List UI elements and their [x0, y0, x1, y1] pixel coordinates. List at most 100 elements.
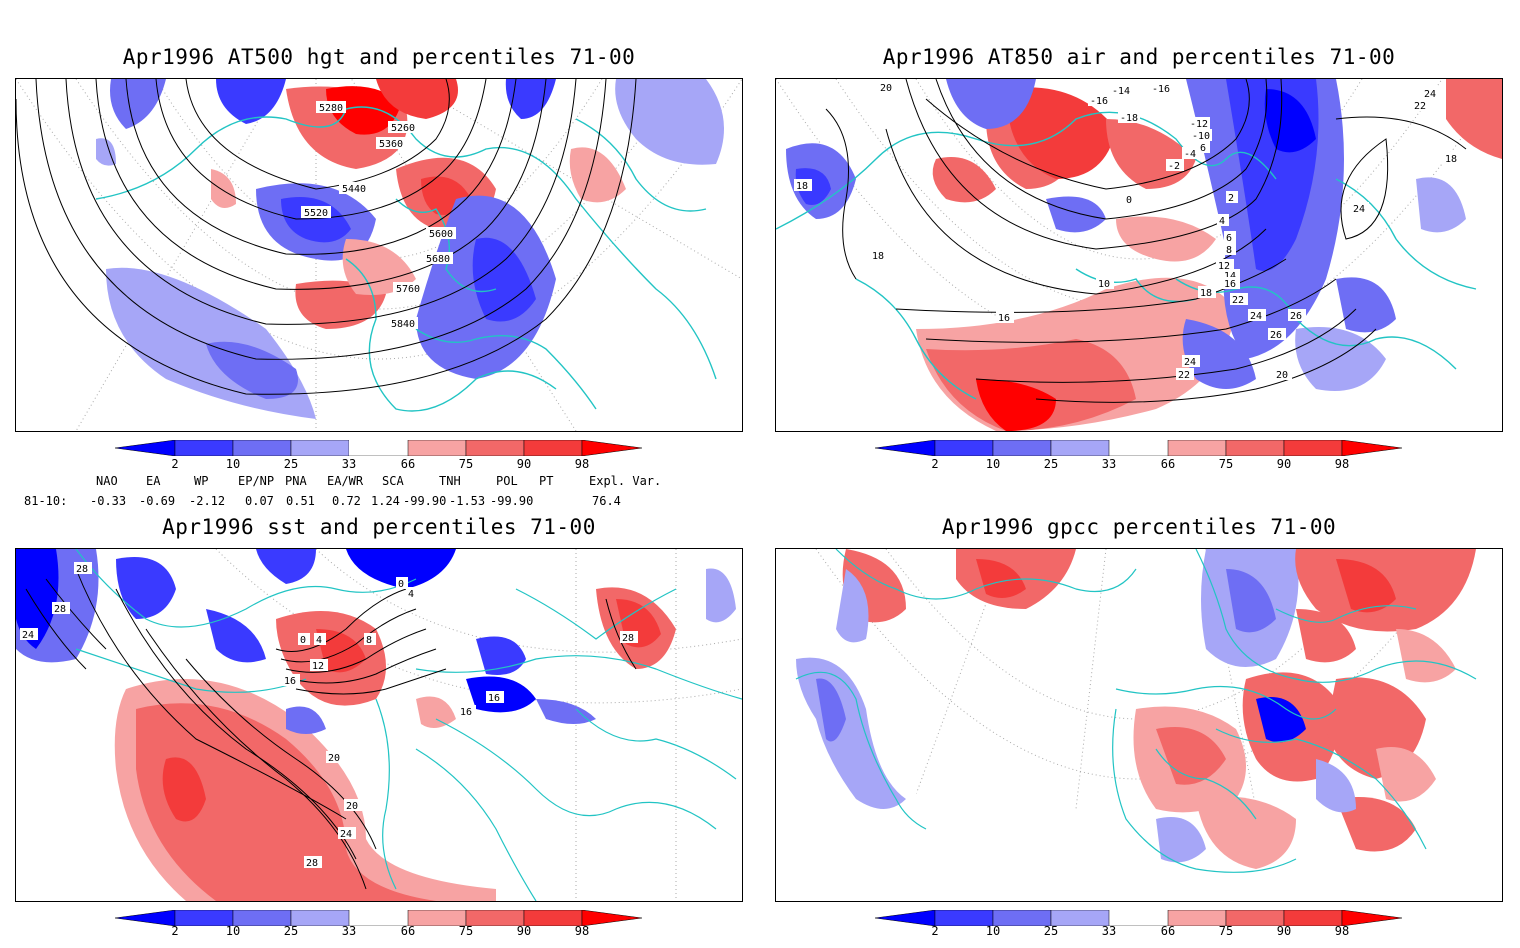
- svg-text:24: 24: [1184, 357, 1196, 368]
- index-header: SCA: [382, 474, 404, 488]
- panel-title-tr: Apr1996 AT850 air and percentiles 71-00: [882, 45, 1396, 69]
- colorbar-label: 75: [458, 924, 474, 938]
- svg-text:24: 24: [340, 829, 352, 840]
- colorbar-label: 66: [400, 924, 416, 938]
- index-value: 76.4: [592, 494, 621, 508]
- contour-labels: 20 -16 -14 -16 -18 -12 -10 -6 -4 -2 0 2 …: [794, 81, 1461, 381]
- svg-text:16: 16: [998, 313, 1010, 324]
- map-panel-sst: 28 28 24 0 4 8 12 16 20 20 24 28 4 0 16 …: [15, 548, 743, 902]
- map-panel-gpcc: [775, 548, 1503, 902]
- sst-contours: [25, 568, 637, 890]
- map-panel-air850: 20 -16 -14 -16 -18 -12 -10 -6 -4 -2 0 2 …: [775, 78, 1503, 432]
- svg-text:-6: -6: [1194, 143, 1206, 154]
- svg-text:0: 0: [300, 635, 306, 646]
- precip-percentile-shading: [796, 549, 1476, 869]
- svg-text:16: 16: [488, 693, 500, 704]
- panel-title-br: Apr1996 gpcc percentiles 71-00: [941, 515, 1337, 539]
- svg-text:2: 2: [1228, 193, 1234, 204]
- svg-text:-10: -10: [1192, 131, 1210, 142]
- colorbar-label: 10: [225, 457, 241, 471]
- svg-text:26: 26: [1270, 330, 1282, 341]
- svg-text:20: 20: [1276, 370, 1288, 381]
- svg-text:22: 22: [1232, 295, 1244, 306]
- svg-text:4: 4: [316, 635, 322, 646]
- index-header: PT: [539, 474, 554, 488]
- index-value: 1.24: [371, 494, 400, 508]
- colorbar-label: 90: [516, 457, 532, 471]
- index-header: POL: [496, 474, 518, 488]
- svg-text:22: 22: [1414, 101, 1426, 112]
- svg-text:5360: 5360: [379, 139, 403, 150]
- index-value: -99.90: [403, 494, 447, 508]
- colorbar-label: 10: [985, 924, 1001, 938]
- svg-text:5440: 5440: [342, 184, 366, 195]
- index-value: 0.72: [332, 494, 361, 508]
- index-header: EA/WR: [327, 474, 364, 488]
- svg-text:0: 0: [398, 579, 404, 590]
- svg-text:26: 26: [1290, 311, 1302, 322]
- coastlines: [776, 111, 1477, 400]
- svg-text:-18: -18: [1120, 113, 1138, 124]
- svg-text:24: 24: [1250, 311, 1262, 322]
- colorbar-label: 98: [1334, 457, 1350, 471]
- svg-text:4: 4: [408, 589, 414, 600]
- colorbar-label: 25: [1043, 457, 1059, 471]
- colorbar-label: 2: [931, 457, 939, 471]
- colorbar-label: 25: [283, 457, 299, 471]
- coastlines: [95, 106, 717, 412]
- colorbar-label: 25: [1043, 924, 1059, 938]
- colorbar-tr: 2 10 25 33 66 75 90 98: [875, 440, 1405, 478]
- svg-text:12: 12: [1218, 261, 1230, 272]
- panel-title-tl: Apr1996 AT500 hgt and percentiles 71-00: [122, 45, 636, 69]
- svg-text:5760: 5760: [396, 284, 420, 295]
- colorbar-label: 90: [1276, 457, 1292, 471]
- svg-text:-14: -14: [1112, 86, 1130, 97]
- colorbar-label: 33: [1101, 924, 1117, 938]
- svg-text:20: 20: [346, 801, 358, 812]
- colorbar-label: 66: [1160, 924, 1176, 938]
- svg-text:18: 18: [1445, 154, 1457, 165]
- svg-text:18: 18: [1200, 288, 1212, 299]
- colorbar-label: 90: [516, 924, 532, 938]
- svg-text:20: 20: [328, 753, 340, 764]
- svg-text:10: 10: [1098, 279, 1110, 290]
- colorbar-label: 2: [931, 924, 939, 938]
- anomaly-shading: [16, 549, 736, 901]
- anomaly-shading: [786, 79, 1502, 431]
- index-value: 0.07: [245, 494, 274, 508]
- svg-text:5840: 5840: [391, 319, 415, 330]
- index-value: -99.90: [490, 494, 534, 508]
- svg-text:28: 28: [622, 633, 634, 644]
- svg-text:5280: 5280: [319, 103, 343, 114]
- svg-text:24: 24: [1353, 204, 1365, 215]
- contour-labels: 28 28 24 0 4 8 12 16 20 20 24 28 4 0 16 …: [20, 562, 638, 869]
- svg-text:-2: -2: [1168, 161, 1180, 172]
- svg-text:8: 8: [1226, 245, 1232, 256]
- colorbar-label: 33: [341, 457, 357, 471]
- colorbar-label: 98: [574, 457, 590, 471]
- graticule: [215, 549, 742, 901]
- index-header: EA: [146, 474, 161, 488]
- colorbar-label: 98: [574, 924, 590, 938]
- colorbar-label: 25: [283, 924, 299, 938]
- index-header: Expl. Var.: [589, 474, 662, 488]
- svg-text:5600: 5600: [429, 229, 453, 240]
- svg-text:6: 6: [1226, 233, 1232, 244]
- svg-text:18: 18: [796, 181, 808, 192]
- colorbar-label: 75: [1218, 457, 1234, 471]
- svg-text:22: 22: [1178, 370, 1190, 381]
- colorbar-label: 2: [171, 924, 179, 938]
- index-header: NAO: [96, 474, 118, 488]
- svg-text:5520: 5520: [304, 208, 328, 219]
- panel-title-bl: Apr1996 sst and percentiles 71-00: [162, 515, 596, 539]
- colorbar-label: 2: [171, 457, 179, 471]
- colorbar-label: 33: [341, 924, 357, 938]
- colorbar-bl: 2 10 25 33 66 75 90 98: [115, 910, 645, 948]
- coastlines: [795, 549, 1477, 873]
- svg-text:0: 0: [1126, 195, 1132, 206]
- colorbar-label: 98: [1334, 924, 1350, 938]
- colorbar-label: 90: [1276, 924, 1292, 938]
- svg-text:-12: -12: [1190, 119, 1208, 130]
- colorbar-label: 10: [225, 924, 241, 938]
- svg-text:18: 18: [872, 251, 884, 262]
